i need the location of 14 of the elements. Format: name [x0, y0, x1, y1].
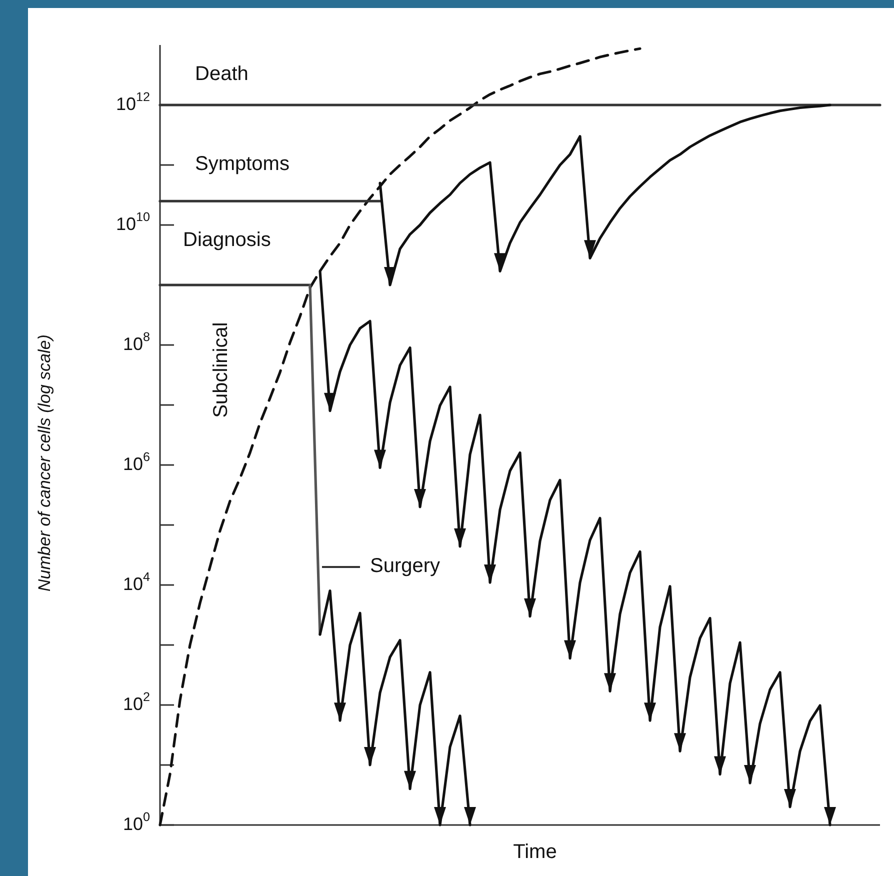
y-tick-label: 10$^{2}$ — [122, 690, 150, 714]
annotation: Death — [195, 63, 248, 86]
y-tick-label: 10$^{4}$ — [122, 570, 150, 594]
annotation: Subclinical — [210, 322, 232, 418]
x-axis-title: Time — [513, 841, 557, 863]
annotation: Symptoms — [195, 153, 290, 176]
y-tick-label: 10$^{10}$ — [116, 210, 150, 234]
annotation: Diagnosis — [183, 229, 271, 252]
y-tick-label: 10$^{0}$ — [122, 810, 150, 834]
y-tick-label: 10$^{6}$ — [122, 450, 150, 474]
y-axis-title: Number of cancer cells (log scale) — [35, 334, 54, 592]
y-tick-label: 10$^{12}$ — [116, 90, 150, 114]
y-tick-label: 10$^{8}$ — [122, 330, 150, 354]
annotation: Surgery — [370, 555, 440, 578]
